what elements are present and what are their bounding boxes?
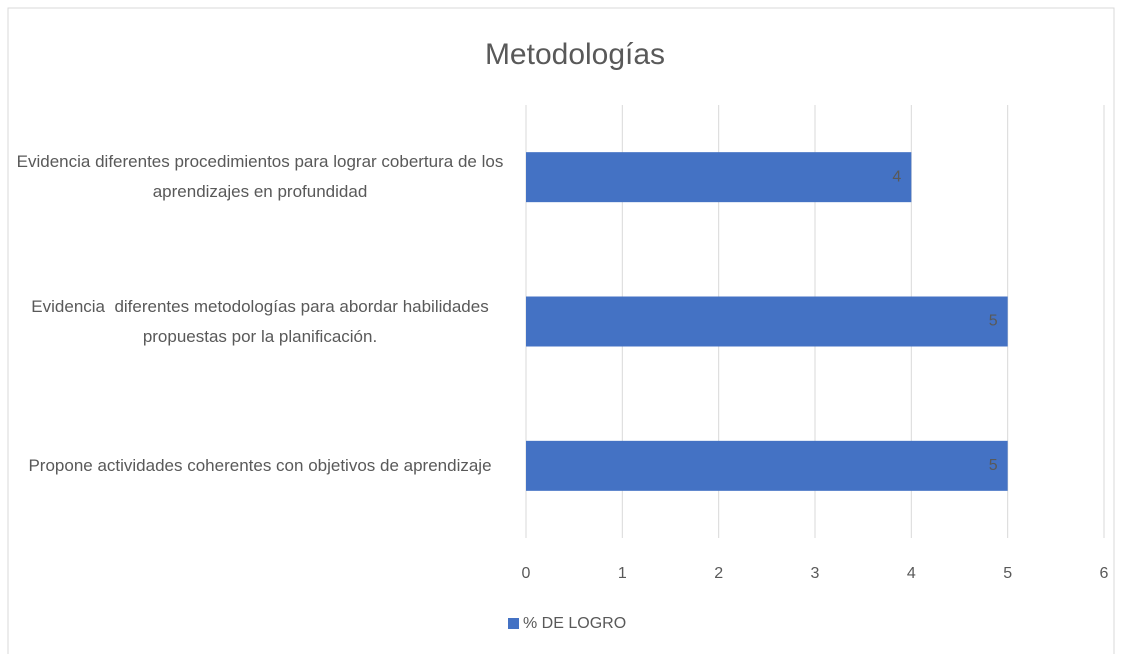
y-tick-label: Propone actividades coherentes con objet… — [28, 455, 492, 475]
bar — [526, 152, 912, 203]
x-tick-label: 4 — [907, 565, 916, 582]
chart-border — [7, 7, 1115, 654]
x-tick-label: 6 — [1100, 565, 1109, 582]
x-tick-label: 3 — [811, 565, 820, 582]
data-label: 4 — [892, 168, 901, 185]
data-label: 5 — [989, 457, 998, 474]
legend-swatch — [508, 618, 519, 629]
bar — [526, 296, 1008, 347]
legend-label: % DE LOGRO — [523, 615, 626, 632]
x-tick-label: 2 — [714, 565, 723, 582]
y-tick-label: Evidencia diferentes procedimientos para… — [16, 152, 509, 202]
data-label: 5 — [989, 313, 998, 330]
x-tick-label: 5 — [1003, 565, 1012, 582]
bar — [526, 440, 1008, 491]
x-tick-label: 0 — [522, 565, 531, 582]
y-tick-label: Evidencia diferentes metodologías para a… — [31, 296, 494, 346]
x-tick-label: 1 — [618, 565, 627, 582]
chart-title: Metodologías — [485, 38, 665, 71]
